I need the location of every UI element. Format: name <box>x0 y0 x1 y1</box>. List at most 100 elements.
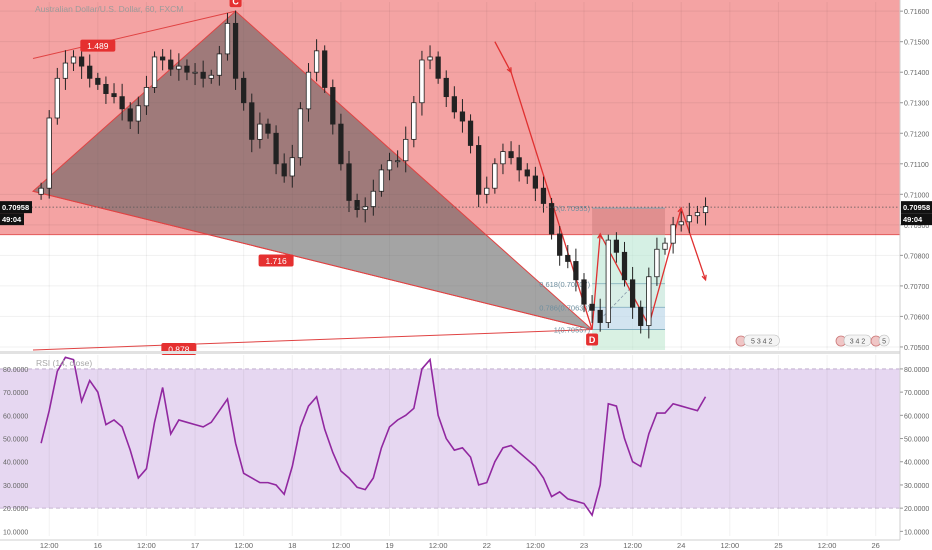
candle-up <box>403 138 409 162</box>
candle-down <box>160 56 166 61</box>
candle-up <box>54 77 60 119</box>
fib-zone-top <box>592 208 666 235</box>
price-tick-label: 0.71100 <box>904 162 929 169</box>
candle-down <box>597 309 603 323</box>
projection-leg <box>648 207 682 326</box>
candle-down <box>78 56 85 67</box>
candle-down <box>249 102 255 140</box>
candle-up <box>492 163 498 189</box>
rsi-tick-label-left: 20.0000 <box>3 506 28 513</box>
candle-down <box>540 187 547 204</box>
arrow-head <box>701 274 707 282</box>
price-tick-label: 0.70500 <box>904 345 929 352</box>
candle-up <box>224 22 231 55</box>
candle-up <box>370 190 376 207</box>
candle-down <box>200 71 206 79</box>
time-axis[interactable]: 12:00 16 12:00 17 12:00 18 12:00 19 12:00 22 12:00… <box>0 539 900 550</box>
candle-up <box>394 160 401 163</box>
price-left-countdown: 49:04 <box>2 215 22 224</box>
time-tick-label: 26 <box>872 541 880 550</box>
candle-down <box>273 132 279 165</box>
rsi-tick-label-left: 80.0000 <box>3 367 28 374</box>
fib-label-1: 1(0.70557) <box>554 326 591 335</box>
time-tick-label: 12:00 <box>818 541 837 550</box>
candle-down <box>524 169 530 177</box>
candle-down <box>168 59 174 70</box>
rsi-tick-label-right: 60.0000 <box>904 413 929 420</box>
candle-down <box>87 65 93 79</box>
candle-down <box>281 163 287 177</box>
arrow-head <box>677 206 683 214</box>
time-tick-label: 12:00 <box>137 541 156 550</box>
candle-down <box>638 306 644 326</box>
event-badge-1-bg[interactable] <box>743 334 780 347</box>
ratio-label-mid: 1.716 <box>265 256 287 266</box>
rsi-tick-label-left: 40.0000 <box>3 460 28 467</box>
rsi-axis[interactable]: 80.0000 80.0000 70.0000 70.0000 60.0000 60.00… <box>3 367 929 536</box>
event-badge-3[interactable]: 5 <box>882 339 886 346</box>
price-axis[interactable]: 0.71600 0.71500 0.71400 0.71300 0.71200 0.711… <box>899 0 932 550</box>
candle-up <box>151 56 158 88</box>
candle-up <box>694 212 701 217</box>
harmonic-leg-xd <box>32 190 593 331</box>
price-tick-label: 0.71000 <box>904 192 929 199</box>
rsi-tick-label-right: 20.0000 <box>904 506 929 513</box>
rsi-pane[interactable] <box>0 355 900 536</box>
candle-up <box>686 215 692 223</box>
candle-down <box>435 56 441 79</box>
time-tick-label: 18 <box>288 541 296 550</box>
rsi-title: RSI (14, close) <box>36 358 92 368</box>
price-left-current-bg <box>0 201 32 214</box>
candle-down <box>184 65 190 73</box>
candle-down <box>581 279 587 305</box>
candle-up <box>411 102 417 140</box>
candle-down <box>621 251 628 281</box>
candle-up <box>70 56 77 64</box>
candle-up <box>257 123 263 140</box>
chart-title: Australian Dollar/U.S. Dollar, 60, FXCM <box>35 4 183 14</box>
rsi-tick-label-left: 30.0000 <box>3 483 28 490</box>
candle-down <box>241 77 247 104</box>
pattern-point-d-bg <box>586 333 599 346</box>
candle-up <box>427 56 433 61</box>
rsi-band-fill <box>0 368 900 509</box>
candle-up <box>143 87 150 107</box>
price-tick-label: 0.71200 <box>904 131 929 138</box>
price-axis-countdown: 49:04 <box>903 215 923 224</box>
price-pane[interactable]: 0(0.70955) 0.618(0.70707) 0.786(0.70630) 1(… <box>0 0 900 355</box>
rsi-tick-label-left: 50.0000 <box>3 437 28 444</box>
candle-up <box>289 157 295 177</box>
time-tick-label: 12:00 <box>234 541 253 550</box>
rsi-tick-label-right: 40.0000 <box>904 460 929 467</box>
event-badge-3-bg[interactable] <box>878 334 890 347</box>
price-tick-label: 0.70900 <box>904 223 929 230</box>
candle-down <box>338 123 344 165</box>
ratio-label-mid-bg <box>258 254 294 267</box>
fib-label-0: 0(0.70955) <box>554 204 591 213</box>
price-left-current: 0.70958 <box>2 203 29 212</box>
candle-down <box>589 303 595 311</box>
candle-down <box>573 261 579 281</box>
fib-zone-upper <box>592 234 666 284</box>
time-tick-label: 12:00 <box>526 541 545 550</box>
pane-divider[interactable] <box>0 351 900 354</box>
fib-label-786: 0.786(0.70630) <box>539 303 590 312</box>
candle-up <box>654 248 660 278</box>
candle-up <box>208 74 214 79</box>
time-tick-label: 22 <box>483 541 491 550</box>
ratio-label-top: 1.489 <box>87 41 109 51</box>
candle-down <box>95 77 101 85</box>
event-badge-2[interactable]: 3 4 2 <box>850 339 866 346</box>
candle-down <box>451 96 457 113</box>
candle-down <box>127 108 133 122</box>
projection-leg <box>680 207 707 280</box>
candle-down <box>516 157 522 171</box>
price-tick-label: 0.70700 <box>904 284 929 291</box>
candle-up <box>176 65 182 70</box>
candle-down <box>467 120 474 146</box>
candle-up <box>484 187 490 195</box>
candle-down <box>532 175 539 189</box>
event-badge-1[interactable]: 5 3 4 2 <box>751 339 773 346</box>
candle-up <box>646 276 652 326</box>
time-tick-label: 12:00 <box>720 541 739 550</box>
